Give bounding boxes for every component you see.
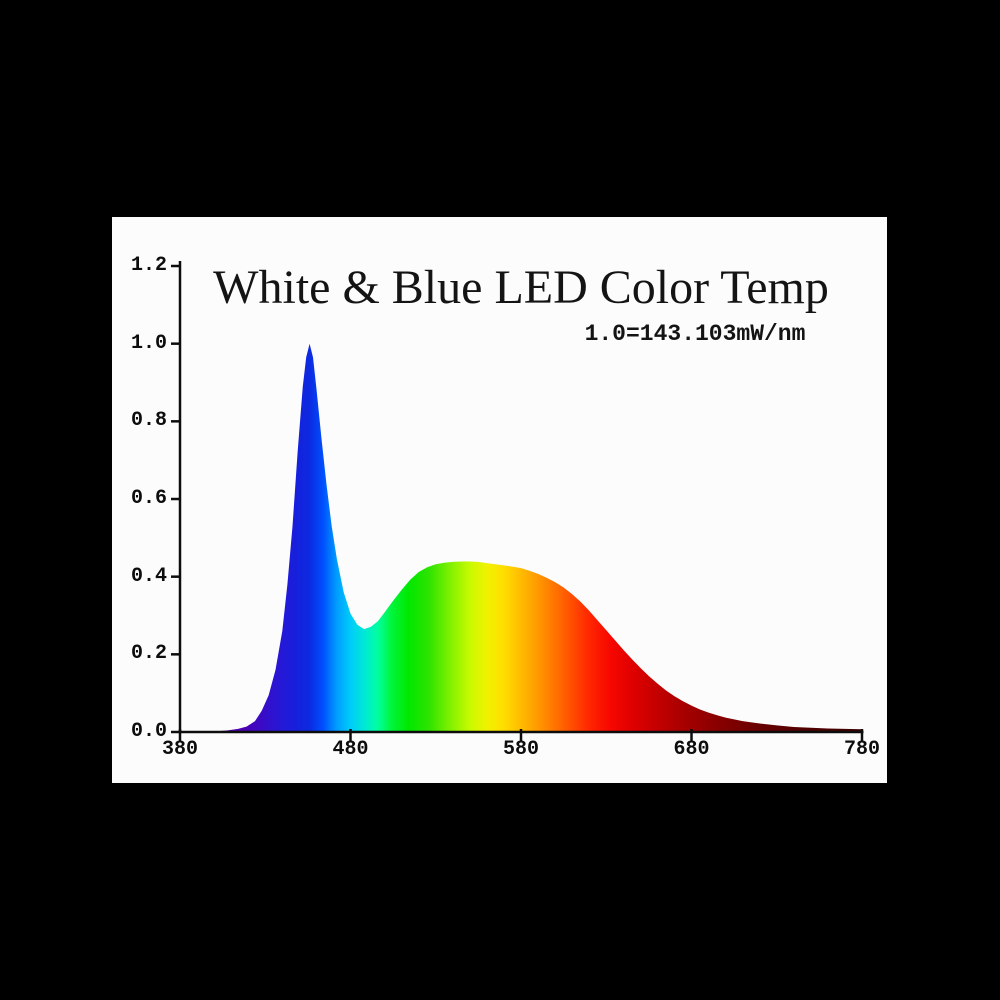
y-tick-label: 0.8 bbox=[130, 409, 167, 433]
y-tick-label: 1.2 bbox=[130, 254, 167, 277]
x-tick-label: 780 bbox=[843, 738, 880, 761]
y-tick-label: 0.2 bbox=[130, 642, 167, 666]
chart-panel: White & Blue LED Color Temp 1.0=143.103m… bbox=[112, 217, 887, 783]
y-tick-label: 0.4 bbox=[130, 564, 167, 588]
x-tick-label: 680 bbox=[673, 738, 710, 761]
chart-title: White & Blue LED Color Temp bbox=[213, 261, 829, 314]
chart-annotation: 1.0=143.103mW/nm bbox=[584, 321, 806, 347]
x-tick-label: 380 bbox=[161, 738, 198, 761]
spectrum-area bbox=[180, 343, 862, 732]
spectrum-chart bbox=[171, 261, 864, 741]
y-tick-label: 0.6 bbox=[130, 487, 167, 510]
x-tick-label: 480 bbox=[332, 738, 369, 761]
y-tick-label: 0.0 bbox=[130, 720, 167, 743]
x-tick-label: 580 bbox=[502, 738, 539, 761]
y-tick-label: 1.0 bbox=[130, 331, 167, 355]
